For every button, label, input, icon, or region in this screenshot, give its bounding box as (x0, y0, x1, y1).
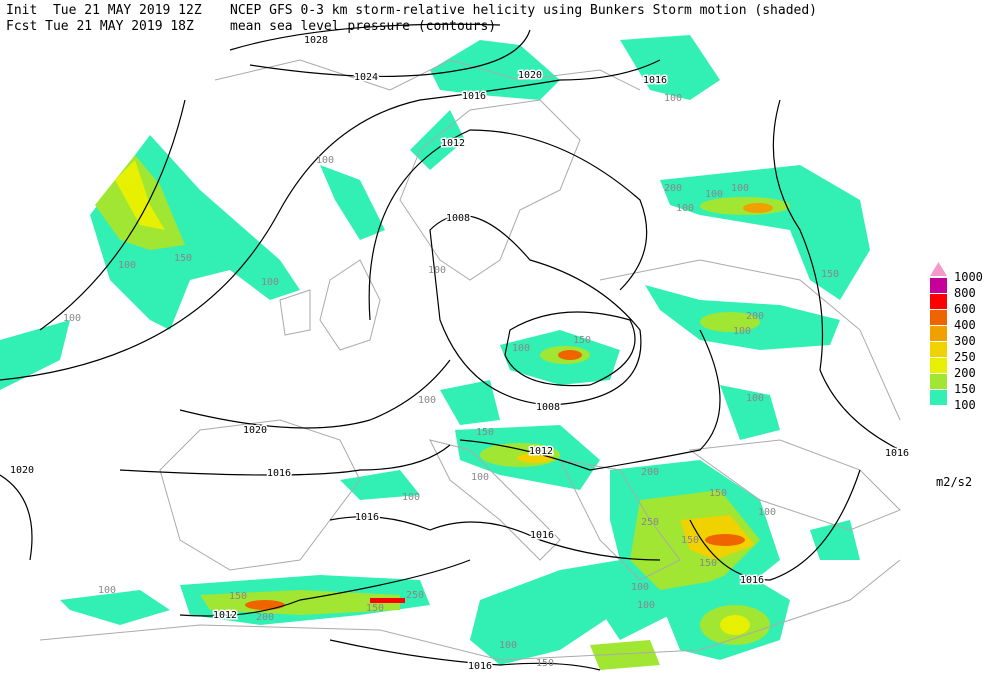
contour-label: 1016 (462, 91, 486, 102)
shade-label: 100 (63, 313, 81, 324)
contour-label: 1016 (468, 661, 492, 672)
shade-label: 100 (471, 472, 489, 483)
shade-label: 250 (641, 517, 659, 528)
legend-label: 400 (954, 318, 976, 332)
shade-label: 100 (316, 155, 334, 166)
legend: 1000 800 600 400 300 250 200 150 100 (930, 262, 983, 412)
contour-label: 1008 (536, 402, 560, 413)
legend-label: 250 (954, 350, 976, 364)
contour-label: 1012 (529, 446, 553, 457)
legend-label: 300 (954, 334, 976, 348)
contour-label: 1016 (267, 468, 291, 479)
shade-label: 100 (631, 582, 649, 593)
shade-label: 100 (664, 93, 682, 104)
legend-label: 150 (954, 382, 976, 396)
shade-label: 150 (476, 427, 494, 438)
contour-label: 1016 (530, 530, 554, 541)
legend-swatch (930, 278, 947, 293)
shade-label: 200 (256, 612, 274, 623)
shade-label: 150 (229, 591, 247, 602)
legend-swatch (930, 390, 947, 405)
legend-label: 100 (954, 398, 976, 412)
shade-label: 100 (758, 507, 776, 518)
shade-label: 100 (261, 277, 279, 288)
subtitle: mean sea level pressure (contours) (230, 19, 496, 34)
shade-label: 100 (418, 395, 436, 406)
shade-label: 100 (676, 203, 694, 214)
shade-label: 150 (536, 658, 554, 669)
shade-label: 100 (746, 393, 764, 404)
pressure-contours (0, 23, 901, 671)
legend-swatch (930, 262, 947, 276)
legend-swatch (930, 294, 947, 309)
contour-label: 1020 (518, 70, 542, 81)
title: NCEP GFS 0-3 km storm-relative helicity … (230, 3, 817, 18)
contour-label: 1024 (354, 72, 378, 83)
contour-label: 1020 (10, 465, 34, 476)
legend-label: 800 (954, 286, 976, 300)
shade-label: 100 (512, 343, 530, 354)
shade-label: 150 (821, 269, 839, 280)
shade-label: 100 (705, 189, 723, 200)
legend-swatch (930, 342, 947, 357)
legend-swatch (930, 358, 947, 373)
shade-label: 150 (681, 535, 699, 546)
legend-swatch (930, 326, 947, 341)
shade-label: 250 (406, 590, 424, 601)
shade-label: 100 (402, 492, 420, 503)
legend-label: 200 (954, 366, 976, 380)
contour-label: 1016 (885, 448, 909, 459)
shade-label: 150 (174, 253, 192, 264)
init-time: Init Tue 21 MAY 2019 12Z (6, 3, 202, 18)
forecast-time: Fcst Tue 21 MAY 2019 18Z (6, 19, 194, 34)
shade-label: 200 (641, 467, 659, 478)
shade-label: 100 (733, 326, 751, 337)
shade-label: 100 (499, 640, 517, 651)
legend-swatch (930, 374, 947, 389)
shade-labels: 100 150 100 100 100 100 100 150 100 150 100 100 100 1… (63, 93, 839, 669)
contour-label: 1012 (213, 610, 237, 621)
map: 1028 1024 1020 1016 1016 1012 1008 1008 1012 1020… (0, 23, 911, 674)
shade-label: 150 (699, 558, 717, 569)
shade-label: 100 (637, 600, 655, 611)
coastlines (39, 59, 901, 661)
shade-label: 100 (98, 585, 116, 596)
shade-label: 200 (746, 311, 764, 322)
contour-label: 1028 (304, 35, 328, 46)
contour-label: 1016 (643, 75, 667, 86)
contour-label: 1008 (446, 213, 470, 224)
shade-label: 150 (709, 488, 727, 499)
shade-label: 200 (664, 183, 682, 194)
contour-label: 1020 (243, 425, 267, 436)
legend-label: 1000 (954, 270, 983, 284)
contour-label: 1012 (441, 138, 465, 149)
contour-label: 1016 (355, 512, 379, 523)
contour-label: 1016 (740, 575, 764, 586)
legend-swatch (930, 310, 947, 325)
legend-unit: m2/s2 (936, 475, 972, 489)
shade-label: 100 (731, 183, 749, 194)
shade-label: 100 (428, 265, 446, 276)
shade-label: 150 (573, 335, 591, 346)
shade-label: 150 (366, 603, 384, 614)
contour-labels: 1028 1024 1020 1016 1016 1012 1008 1008 1012 1020… (8, 34, 910, 674)
legend-label: 600 (954, 302, 976, 316)
shade-label: 100 (118, 260, 136, 271)
